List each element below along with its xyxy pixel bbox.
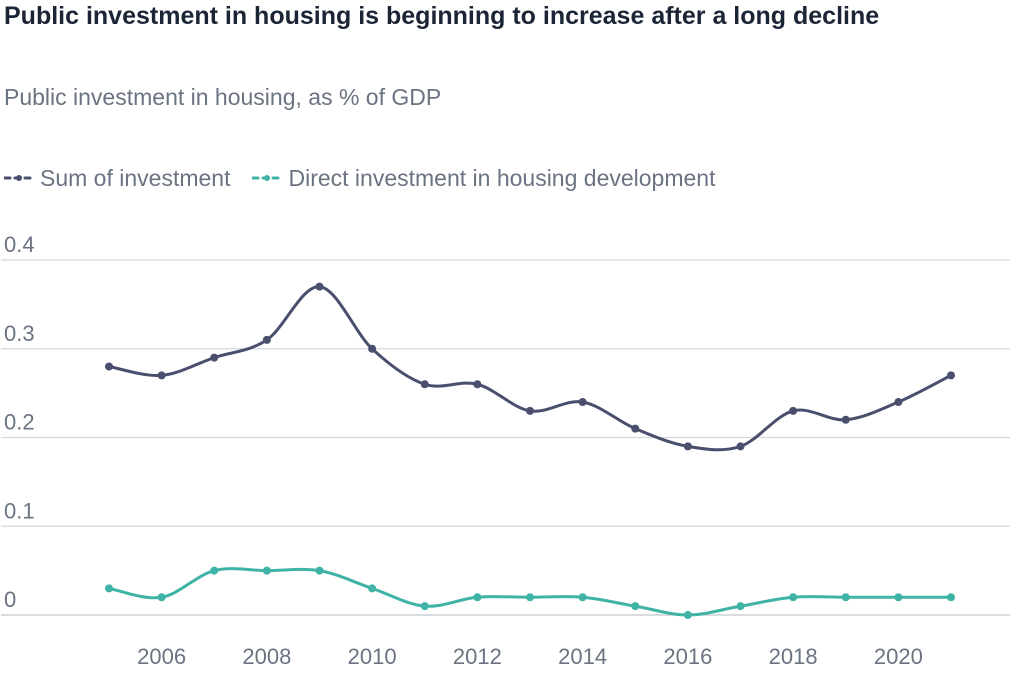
data-point-series-0-2012[interactable] [473,380,482,389]
x-axis-tick-labels: 2006 2008 2010 2012 2014 2016 2018 2020 [137,644,923,669]
grid-lines [1,259,1010,616]
legend-item-direct-investment[interactable]: Direct investment in housing development [252,165,715,192]
data-point-series-1-2008[interactable] [262,566,271,575]
data-point-series-1-2017[interactable] [736,602,745,611]
data-point-series-1-2015[interactable] [631,602,640,611]
data-point-series-1-2019[interactable] [841,593,850,602]
legend-swatch-sum-of-investment [4,175,34,181]
x-tick-label-2016: 2016 [663,644,712,669]
data-point-series-0-2018[interactable] [789,406,798,415]
data-point-series-1-2021[interactable] [947,593,955,602]
x-tick-label-2010: 2010 [348,644,397,669]
data-point-series-1-2007[interactable] [210,566,219,575]
y-tick-label-0: 0 [4,587,16,612]
x-tick-label-2018: 2018 [769,644,818,669]
series-lines [107,285,953,617]
data-point-series-0-2016[interactable] [683,442,692,451]
data-point-series-0-2020[interactable] [894,398,903,406]
data-point-series-0-2005[interactable] [105,362,113,371]
data-point-series-0-2015[interactable] [631,424,640,433]
y-axis-tick-labels: 0 0.1 0.2 0.3 0.4 [4,232,35,612]
data-point-series-1-2014[interactable] [578,593,587,602]
data-point-series-0-2019[interactable] [841,415,850,424]
data-point-series-1-2013[interactable] [526,593,534,602]
data-point-series-1-2020[interactable] [894,593,903,602]
legend-label-sum-of-investment: Sum of investment [40,164,231,191]
series-points [105,282,955,619]
data-point-series-1-2011[interactable] [420,602,429,611]
y-tick-label-0-2: 0.2 [4,410,35,435]
data-point-series-1-2018[interactable] [789,593,798,602]
data-point-series-0-2017[interactable] [736,442,745,451]
legend-swatch-direct-investment [252,175,283,181]
data-point-series-1-2005[interactable] [105,584,113,593]
x-tick-label-2012: 2012 [453,644,502,669]
data-point-series-0-2011[interactable] [420,380,429,389]
data-point-series-1-2009[interactable] [315,566,324,575]
legend-item-sum-of-investment[interactable]: Sum of investment [4,165,230,192]
chart-subtitle: Public investment in housing, as % of GD… [4,84,442,110]
data-point-series-0-2010[interactable] [368,344,377,353]
chart-title: Public investment in housing is beginnin… [4,2,880,30]
y-tick-label-0-4: 0.4 [4,232,35,257]
data-point-series-0-2021[interactable] [947,371,955,380]
x-tick-label-2008: 2008 [242,644,291,669]
chart-legend: Sum of investment Direct investment in h… [4,163,737,193]
x-tick-label-2006: 2006 [137,644,186,669]
data-point-series-0-2013[interactable] [526,406,534,415]
y-tick-label-0-3: 0.3 [4,321,35,346]
data-point-series-1-2010[interactable] [368,584,377,593]
data-point-series-1-2016[interactable] [683,611,692,619]
data-point-series-0-2006[interactable] [157,371,166,380]
data-point-series-0-2009[interactable] [315,282,324,291]
series-line-0 [107,285,953,452]
y-tick-label-0-1: 0.1 [4,498,35,523]
x-tick-label-2020: 2020 [874,644,923,669]
data-point-series-1-2012[interactable] [473,593,482,602]
data-point-series-0-2008[interactable] [262,335,271,344]
data-point-series-1-2006[interactable] [157,593,166,602]
x-tick-label-2014: 2014 [558,644,607,669]
data-point-series-0-2014[interactable] [578,398,587,406]
series-line-1 [107,567,953,617]
legend-label-direct-investment: Direct investment in housing development [288,164,716,191]
data-point-series-0-2007[interactable] [210,353,219,362]
